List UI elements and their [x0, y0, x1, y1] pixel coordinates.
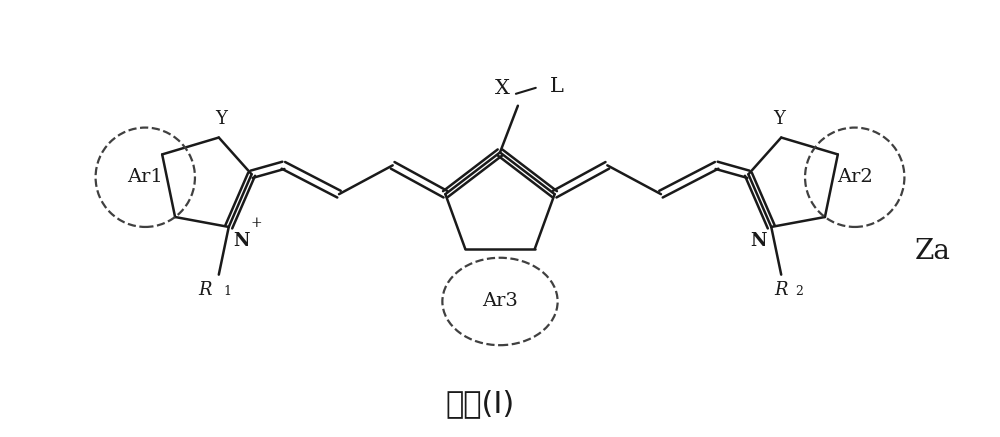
Text: R: R	[198, 281, 212, 298]
Text: X: X	[495, 79, 510, 98]
Text: N: N	[234, 232, 250, 250]
Text: Ar1: Ar1	[127, 168, 163, 186]
Text: 1: 1	[224, 284, 232, 298]
Text: Za: Za	[914, 238, 950, 265]
Text: Y: Y	[773, 110, 785, 128]
Text: N: N	[750, 232, 766, 250]
Text: Ar2: Ar2	[837, 168, 873, 186]
Text: R: R	[774, 281, 788, 298]
Text: +: +	[251, 216, 262, 230]
Text: Ar3: Ar3	[482, 292, 518, 310]
Text: 2: 2	[795, 284, 803, 298]
Text: 结构(I): 结构(I)	[446, 389, 515, 418]
Text: L: L	[550, 77, 564, 96]
Text: Y: Y	[215, 110, 227, 128]
